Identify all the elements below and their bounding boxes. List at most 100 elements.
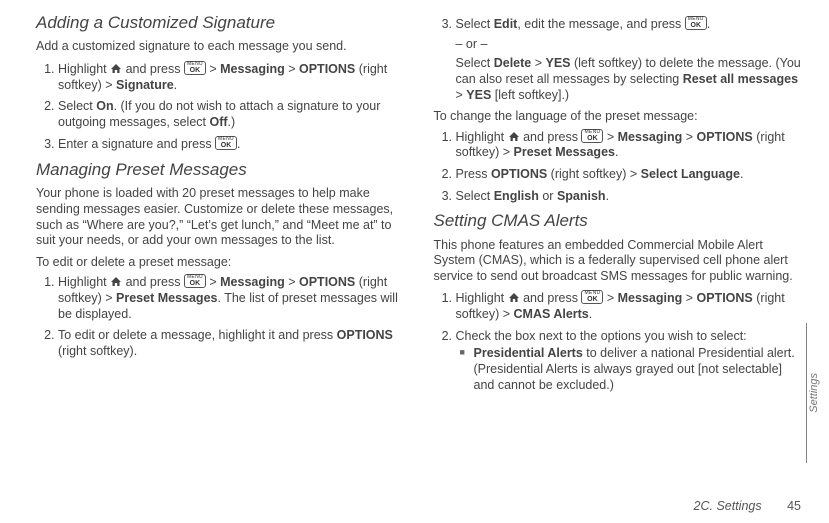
menu-ok-key-icon: MENUOK — [581, 129, 603, 143]
footer-section: 2C. Settings — [694, 499, 762, 513]
steps-signature: Highlight and press MENUOK > Messaging >… — [36, 61, 404, 153]
label-options: OPTIONS — [491, 167, 547, 181]
text: > — [682, 291, 696, 305]
label-yes: YES — [466, 88, 491, 102]
text: Enter a signature and press — [58, 137, 215, 151]
text: > — [603, 291, 617, 305]
intro-cmas: This phone features an embedded Commerci… — [434, 238, 802, 285]
menu-ok-key-icon: MENUOK — [685, 16, 707, 30]
label-messaging: Messaging — [618, 291, 683, 305]
label-english: English — [494, 189, 539, 203]
label-messaging: Messaging — [220, 62, 285, 76]
steps-cmas: Highlight and press MENUOK > Messaging >… — [434, 290, 802, 393]
side-tab-settings: Settings — [806, 323, 823, 463]
text: > — [206, 275, 220, 289]
label-messaging: Messaging — [618, 130, 683, 144]
label-options: OPTIONS — [337, 328, 393, 342]
home-icon — [110, 276, 122, 287]
text: Highlight — [456, 130, 508, 144]
home-icon — [110, 63, 122, 74]
text: and press — [122, 62, 184, 76]
page-footer: 2C. Settings 45 — [694, 499, 801, 515]
text: > — [603, 130, 617, 144]
text: > — [285, 62, 299, 76]
label-signature: Signature — [116, 78, 174, 92]
text: and press — [520, 291, 582, 305]
heading-cmas: Setting CMAS Alerts — [434, 210, 802, 231]
side-tab-label: Settings — [808, 373, 822, 413]
text: Select — [58, 99, 96, 113]
label-messaging: Messaging — [220, 275, 285, 289]
left-column: Adding a Customized Signature Add a cust… — [36, 12, 404, 399]
label-options: OPTIONS — [299, 62, 355, 76]
intro-signature: Add a customized signature to each messa… — [36, 39, 404, 55]
text: and press — [520, 130, 582, 144]
label-delete: Delete — [494, 56, 532, 70]
label-yes: YES — [546, 56, 571, 70]
two-column-layout: Adding a Customized Signature Add a cust… — [36, 12, 801, 399]
menu-ok-key-icon: MENUOK — [215, 136, 237, 150]
opt-presidential: Presidential Alerts to deliver a nationa… — [474, 346, 802, 393]
subhead-edit-delete: To edit or delete a preset message: — [36, 255, 404, 271]
right-column: Select Edit, edit the message, and press… — [434, 12, 802, 399]
steps-edit-delete: Highlight and press MENUOK > Messaging >… — [36, 274, 404, 359]
text: . — [606, 189, 609, 203]
text: . — [174, 78, 177, 92]
label-options: OPTIONS — [697, 291, 753, 305]
text: > — [206, 62, 220, 76]
label-preset-messages: Preset Messages — [514, 145, 615, 159]
text: > — [531, 56, 545, 70]
label-edit: Edit — [494, 17, 518, 31]
label-spanish: Spanish — [557, 189, 606, 203]
intro-preset: Your phone is loaded with 20 preset mess… — [36, 186, 404, 249]
page: Adding a Customized Signature Add a cust… — [0, 0, 829, 523]
edit-step-1: Highlight and press MENUOK > Messaging >… — [58, 274, 404, 322]
home-icon — [508, 131, 520, 142]
edit-step-2: To edit or delete a message, highlight i… — [58, 328, 404, 359]
label-preset-messages: Preset Messages — [116, 291, 217, 305]
footer-page-number: 45 — [787, 499, 801, 513]
text: . — [237, 137, 240, 151]
lang-step-2: Press OPTIONS (right softkey) > Select L… — [456, 167, 802, 183]
label-options: OPTIONS — [697, 130, 753, 144]
text: (right softkey) > — [547, 167, 640, 181]
steps-edit-continued: Select Edit, edit the message, and press… — [434, 16, 802, 103]
text: .) — [228, 115, 236, 129]
label-reset-all: Reset all messages — [683, 72, 798, 86]
text: [left softkey].) — [491, 88, 569, 102]
text: Press — [456, 167, 491, 181]
menu-ok-key-icon: MENUOK — [184, 61, 206, 75]
sig-step-2: Select On. (If you do not wish to attach… — [58, 99, 404, 130]
heading-preset-msgs: Managing Preset Messages — [36, 159, 404, 180]
steps-language: Highlight and press MENUOK > Messaging >… — [434, 129, 802, 205]
text: . — [615, 145, 618, 159]
edit-step-3: Select Edit, edit the message, and press… — [456, 16, 802, 103]
subhead-change-lang: To change the language of the preset mes… — [434, 109, 802, 125]
label-select-language: Select Language — [641, 167, 740, 181]
home-icon — [508, 292, 520, 303]
text: , edit the message, and press — [517, 17, 684, 31]
text: . — [740, 167, 743, 181]
lang-step-3: Select English or Spanish. — [456, 189, 802, 205]
sig-step-1: Highlight and press MENUOK > Messaging >… — [58, 61, 404, 93]
text: . — [589, 307, 592, 321]
label-off: Off — [209, 115, 227, 129]
text: > — [285, 275, 299, 289]
lang-step-1: Highlight and press MENUOK > Messaging >… — [456, 129, 802, 161]
text: Highlight — [58, 275, 110, 289]
label-presidential-alerts: Presidential Alerts — [474, 346, 583, 360]
text: Highlight — [58, 62, 110, 76]
menu-ok-key-icon: MENUOK — [581, 290, 603, 304]
text: Select — [456, 56, 494, 70]
text: Select — [456, 17, 494, 31]
text: Check the box next to the options you wi… — [456, 329, 747, 343]
menu-ok-key-icon: MENUOK — [184, 274, 206, 288]
or-separator: – or – — [456, 37, 802, 53]
text: . — [707, 17, 710, 31]
text: and press — [122, 275, 184, 289]
cmas-step-2: Check the box next to the options you wi… — [456, 329, 802, 394]
text: > — [456, 88, 467, 102]
text: Select — [456, 189, 494, 203]
label-on: On — [96, 99, 113, 113]
text: Highlight — [456, 291, 508, 305]
